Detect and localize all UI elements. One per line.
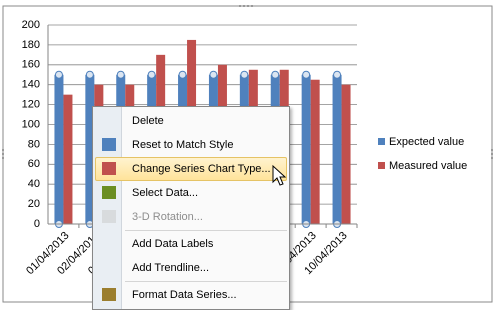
legend-swatch <box>378 162 385 169</box>
selection-handle <box>240 70 249 79</box>
menu-item-label: Select Data... <box>132 187 199 199</box>
legend-label: Expected value <box>389 136 464 148</box>
y-tick-label: 160 <box>22 59 40 71</box>
y-tick-label: 120 <box>22 99 40 111</box>
menu-item-label: Reset to Match Style <box>132 139 234 151</box>
selection-handle <box>209 70 218 79</box>
y-tick-label: 20 <box>28 198 40 210</box>
y-tick-label: 200 <box>22 19 40 31</box>
legend-swatch <box>378 138 385 145</box>
menu-item[interactable]: Add Trendline... <box>95 256 287 280</box>
menu-item[interactable]: Format Data Series... <box>95 283 287 307</box>
selection-handle <box>85 70 94 79</box>
menu-icon <box>102 210 116 223</box>
menu-item[interactable]: Change Series Chart Type... <box>95 157 287 181</box>
menu-icon <box>102 186 116 199</box>
selection-handle <box>54 70 63 79</box>
selection-handle <box>302 70 311 79</box>
menu-separator <box>125 281 287 282</box>
bar <box>332 74 342 224</box>
menu-item[interactable]: Add Data Labels <box>95 232 287 256</box>
y-tick-label: 0 <box>34 218 40 230</box>
selection-handle <box>147 70 156 79</box>
menu-item: 3-D Rotation... <box>95 205 287 229</box>
y-tick-label: 180 <box>22 39 40 51</box>
y-tick-label: 100 <box>22 118 40 130</box>
menu-icon <box>102 138 116 151</box>
context-menu: Delete Reset to Match Style Change Series … <box>92 106 290 310</box>
selection-handle <box>333 70 342 79</box>
bar <box>54 74 64 224</box>
selection-handle <box>116 70 125 79</box>
y-tick-label: 140 <box>22 79 40 91</box>
menu-item-label: Add Data Labels <box>132 238 214 250</box>
menu-item-label: Format Data Series... <box>132 289 237 301</box>
menu-item[interactable]: Select Data... <box>95 181 287 205</box>
bar <box>85 74 95 224</box>
legend-label: Measured value <box>389 160 467 172</box>
selection-handle <box>271 70 280 79</box>
menu-item[interactable]: Delete <box>95 109 287 133</box>
menu-icon <box>102 288 116 301</box>
bar <box>310 79 320 224</box>
bar <box>63 94 73 225</box>
bar <box>341 84 351 224</box>
y-tick-label: 60 <box>28 158 40 170</box>
menu-item-label: Delete <box>132 115 164 127</box>
bar <box>301 74 311 224</box>
menu-item-label: Change Series Chart Type... <box>132 163 271 175</box>
y-tick-label: 40 <box>28 178 40 190</box>
menu-item[interactable]: Reset to Match Style <box>95 133 287 157</box>
y-tick-label: 80 <box>28 138 40 150</box>
selection-handle <box>178 70 187 79</box>
menu-icon <box>102 162 116 175</box>
menu-separator <box>125 230 287 231</box>
menu-item-label: 3-D Rotation... <box>132 211 203 223</box>
menu-item-label: Add Trendline... <box>132 262 210 274</box>
